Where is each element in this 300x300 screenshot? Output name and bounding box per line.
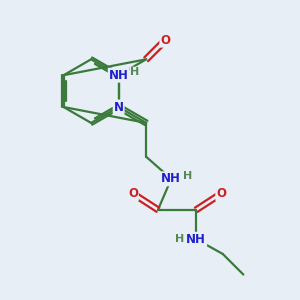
Text: H: H (183, 171, 192, 181)
Text: NH: NH (186, 233, 206, 246)
Text: N: N (114, 100, 124, 113)
Text: H: H (130, 67, 140, 77)
Text: NH: NH (109, 69, 129, 82)
Text: NH: NH (161, 172, 181, 185)
Text: O: O (128, 187, 138, 200)
Text: O: O (216, 187, 226, 200)
Text: H: H (176, 234, 185, 244)
Text: O: O (160, 34, 170, 47)
